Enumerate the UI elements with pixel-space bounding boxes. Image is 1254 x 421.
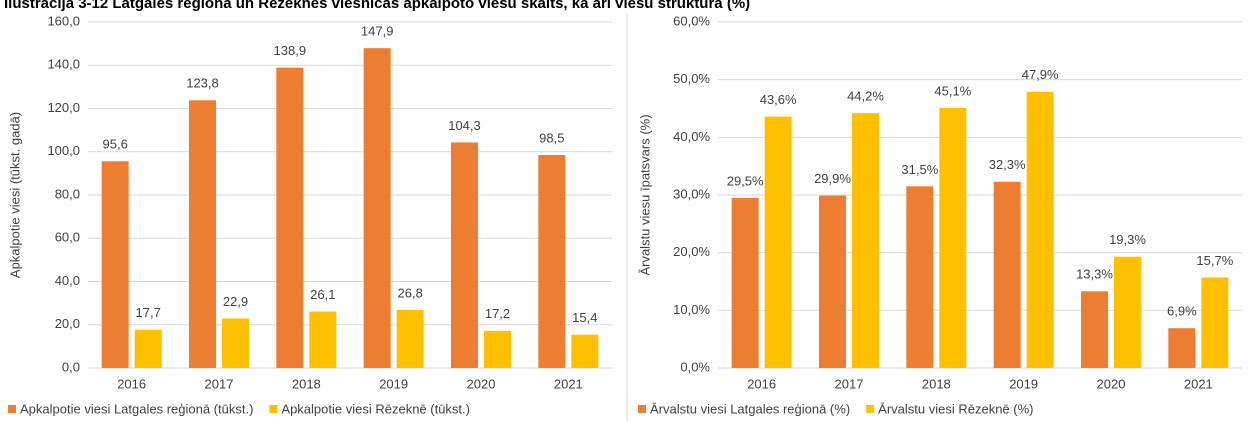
- bar: [1081, 291, 1108, 368]
- bar: [484, 330, 511, 368]
- y-tick-label: 20,0%: [673, 244, 710, 259]
- x-tick-label: 2020: [1097, 376, 1126, 391]
- data-label: 13,3%: [1076, 267, 1113, 282]
- data-label: 98,5: [539, 130, 564, 145]
- data-label: 15,4: [572, 310, 597, 325]
- y-tick-label: 50,0%: [673, 71, 710, 86]
- x-tick-label: 2017: [205, 376, 234, 391]
- legend-label: Ārvalstu viesi Rēzeknē (%): [878, 401, 1033, 416]
- y-tick-label: 60,0: [55, 230, 80, 245]
- y-tick-label: 120,0: [47, 100, 80, 115]
- y-tick-label: 160,0: [47, 13, 80, 28]
- y-tick-label: 100,0: [47, 143, 80, 158]
- legend-swatch: [638, 405, 646, 413]
- bar: [906, 186, 934, 368]
- data-label: 47,9%: [1022, 67, 1059, 82]
- legend-swatch: [866, 405, 875, 413]
- data-label: 138,9: [274, 43, 307, 58]
- data-label: 43,6%: [760, 92, 797, 107]
- bar: [396, 310, 424, 368]
- legend-swatch: [8, 405, 16, 413]
- data-label: 29,5%: [727, 173, 764, 188]
- y-axis-title: Apkalpotie viesi (tūkst. gadā): [7, 112, 22, 278]
- legend-label: Apkalpotie viesi Rēzeknē (tūkst.): [281, 401, 470, 416]
- x-tick-label: 2017: [835, 376, 864, 391]
- bar: [1026, 91, 1054, 368]
- bar: [276, 67, 304, 368]
- data-label: 15,7%: [1196, 253, 1233, 268]
- data-label: 32,3%: [989, 157, 1026, 172]
- y-tick-label: 140,0: [47, 57, 80, 72]
- x-tick-label: 2019: [379, 376, 408, 391]
- data-label: 6,9%: [1167, 304, 1197, 319]
- data-label: 19,3%: [1109, 232, 1146, 247]
- bar: [101, 161, 129, 368]
- bar: [993, 181, 1021, 368]
- bar: [538, 154, 566, 368]
- data-label: 31,5%: [901, 162, 938, 177]
- legend-label: Ārvalstu viesi Latgales reģionā (%): [650, 401, 850, 416]
- data-label: 95,6: [103, 137, 128, 152]
- bar: [363, 48, 391, 368]
- bar: [189, 100, 216, 368]
- data-label: 26,8: [398, 285, 423, 300]
- page-title: Ilustrācija 3-12 Latgales reģionā un Rēz…: [4, 0, 750, 12]
- data-label: 123,8: [186, 76, 219, 91]
- data-label: 17,7: [136, 305, 161, 320]
- data-label: 104,3: [448, 118, 481, 133]
- legend-label: Apkalpotie viesi Latgales reģionā (tūkst…: [20, 401, 253, 416]
- data-label: 22,9: [223, 294, 248, 309]
- data-label: 147,9: [361, 24, 394, 39]
- x-tick-label: 2019: [1009, 376, 1038, 391]
- bar: [731, 197, 759, 368]
- y-tick-label: 60,0%: [673, 13, 710, 28]
- bar: [222, 318, 249, 368]
- bar: [939, 107, 967, 368]
- y-tick-label: 20,0: [55, 316, 80, 331]
- bar: [819, 195, 846, 368]
- x-tick-label: 2020: [467, 376, 496, 391]
- legend-swatch: [269, 405, 278, 413]
- data-label: 17,2: [485, 306, 510, 321]
- x-tick-label: 2018: [922, 376, 951, 391]
- y-tick-label: 0,0%: [680, 359, 710, 374]
- bar: [451, 142, 478, 368]
- y-axis-title: Ārvalstu viesu īpatsvars (%): [637, 114, 652, 275]
- bar: [309, 311, 337, 368]
- y-tick-label: 80,0: [55, 186, 80, 201]
- x-tick-label: 2021: [1184, 376, 1213, 391]
- x-tick-label: 2021: [554, 376, 583, 391]
- x-tick-label: 2018: [292, 376, 321, 391]
- data-label: 45,1%: [934, 83, 971, 98]
- y-tick-label: 10,0%: [673, 302, 710, 317]
- y-tick-label: 40,0%: [673, 129, 710, 144]
- x-tick-label: 2016: [747, 376, 776, 391]
- y-tick-label: 0,0: [62, 359, 80, 374]
- bar: [571, 334, 599, 368]
- bar: [852, 113, 879, 368]
- bar: [134, 329, 162, 368]
- bar: [1114, 256, 1141, 368]
- data-label: 44,2%: [847, 89, 884, 104]
- bar: [1201, 277, 1229, 368]
- x-tick-label: 2016: [117, 376, 146, 391]
- data-label: 26,1: [310, 287, 335, 302]
- bar: [764, 116, 792, 368]
- bar: [1168, 328, 1196, 368]
- data-label: 29,9%: [814, 171, 851, 186]
- y-tick-label: 30,0%: [673, 186, 710, 201]
- y-tick-label: 40,0: [55, 273, 80, 288]
